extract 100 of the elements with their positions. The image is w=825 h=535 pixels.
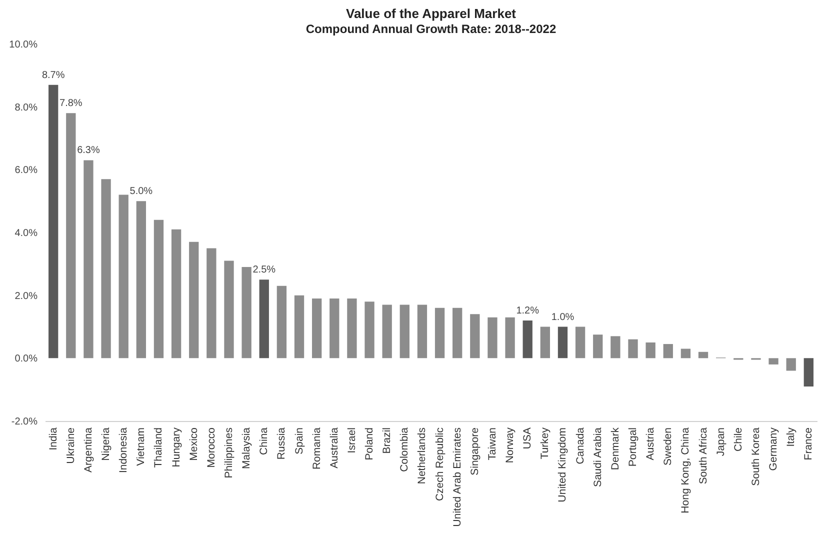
bar: [330, 298, 340, 358]
bar: [522, 320, 532, 358]
x-tick-label: Indonesia: [118, 427, 130, 474]
bar: [206, 248, 216, 358]
x-tick-label: Mexico: [188, 427, 200, 461]
x-tick-label: Germany: [768, 426, 780, 471]
bar: [610, 336, 620, 358]
bar: [452, 308, 462, 358]
x-tick-label: France: [802, 427, 815, 460]
x-tick-label: Malaysia: [240, 427, 253, 469]
data-label: 2.5%: [252, 264, 276, 276]
bar: [48, 84, 58, 358]
y-tick-label: 2.0%: [14, 290, 38, 302]
bar: [347, 298, 357, 358]
bar: [488, 317, 498, 358]
y-tick-label: 4.0%: [14, 228, 38, 239]
x-tick-label: China: [258, 427, 270, 455]
data-label: 1.0%: [551, 312, 574, 323]
x-tick-label: Philippines: [223, 428, 235, 478]
x-tick-label: Hungary: [170, 426, 182, 468]
x-tick-label: Czech Republic: [434, 428, 446, 502]
x-tick-label: Denmark: [609, 426, 622, 470]
bar: [698, 352, 708, 358]
x-tick-label: Taiwan: [486, 427, 498, 460]
x-tick-label: Brazil: [381, 428, 394, 454]
x-tick-label: Israel: [346, 428, 358, 454]
x-tick-label: Nigeria: [100, 427, 112, 461]
x-tick-label: Italy: [785, 426, 798, 447]
x-tick-label: Turkey: [539, 426, 552, 460]
bar: [434, 308, 445, 358]
x-tick-label: South Africa: [697, 427, 710, 484]
bar: [663, 344, 673, 358]
chart-subtitle: Compound Annual Growth Rate: 2018--2022: [306, 22, 556, 36]
bar: [66, 113, 76, 358]
bar: [224, 260, 234, 358]
y-tick-label: 0.0%: [14, 354, 38, 365]
x-tick-label: Spain: [293, 427, 306, 454]
y-tick-label: -2.0%: [11, 416, 38, 428]
chart-title: Value of the Apparel Market: [346, 6, 517, 21]
bar: [364, 302, 374, 358]
y-tick-label: 6.0%: [14, 165, 38, 176]
x-tick-label: Canada: [574, 427, 586, 464]
x-tick-label: Colombia: [398, 427, 411, 472]
x-tick-label: Portugal: [627, 428, 639, 467]
bar: [171, 229, 182, 358]
bar: [242, 267, 252, 358]
bar: [680, 348, 691, 358]
x-tick-label: Romania: [310, 427, 323, 470]
x-tick-label: India: [47, 427, 60, 450]
x-tick-label: Hong Kong, China: [680, 427, 692, 514]
bar: [276, 286, 287, 358]
x-tick-label: Chile: [732, 427, 744, 452]
bar: [593, 334, 603, 358]
x-tick-label: Argentina: [82, 427, 94, 472]
bar: [505, 317, 515, 358]
bar: [768, 358, 778, 364]
bar: [575, 326, 586, 358]
x-tick-label: Norway: [504, 426, 516, 464]
x-tick-label: United Arab Emirates: [451, 428, 464, 527]
bar: [312, 298, 322, 358]
x-tick-label: Austria: [644, 427, 657, 460]
x-tick-label: USA: [522, 428, 534, 450]
x-tick-label: Thailand: [152, 427, 165, 468]
bar: [540, 326, 550, 358]
x-tick-label: Japan: [714, 427, 727, 456]
x-tick-label: Netherlands: [416, 428, 428, 484]
data-label: 6.3%: [77, 145, 100, 156]
bar: [189, 242, 199, 358]
bar: [470, 314, 480, 358]
bar: [558, 326, 568, 358]
x-tick-label: Morocco: [205, 427, 218, 468]
x-tick-label: Saudi Arabia: [592, 427, 604, 488]
bar: [786, 358, 796, 371]
x-tick-label: Australia: [328, 427, 340, 468]
x-tick-label: Sweden: [662, 427, 674, 466]
data-label: 1.2%: [516, 305, 540, 316]
data-label: 8.7%: [42, 70, 65, 81]
bar: [400, 304, 410, 358]
y-tick-label: 10.0%: [9, 40, 38, 50]
x-tick-label: Singapore: [468, 427, 481, 476]
bar: [646, 342, 656, 358]
bar: [101, 179, 111, 358]
x-tick-label: United Kingdom: [556, 427, 569, 502]
bar: [804, 358, 814, 386]
bar: [417, 304, 428, 358]
bar: [154, 220, 164, 358]
bar: [382, 304, 392, 358]
x-tick-label: Ukraine: [64, 427, 77, 464]
y-tick-label: 8.0%: [14, 102, 38, 114]
x-tick-label: Russia: [276, 427, 288, 460]
bar: [259, 280, 269, 358]
bar: [628, 339, 638, 358]
bar: [294, 295, 304, 358]
bar: [118, 194, 128, 358]
bar: [136, 201, 146, 358]
data-label: 7.8%: [60, 98, 82, 110]
x-tick-label: Poland: [364, 427, 376, 460]
x-tick-label: Vietnam: [135, 427, 148, 466]
bar: [84, 160, 94, 358]
x-tick-label: South Korea: [750, 427, 762, 486]
